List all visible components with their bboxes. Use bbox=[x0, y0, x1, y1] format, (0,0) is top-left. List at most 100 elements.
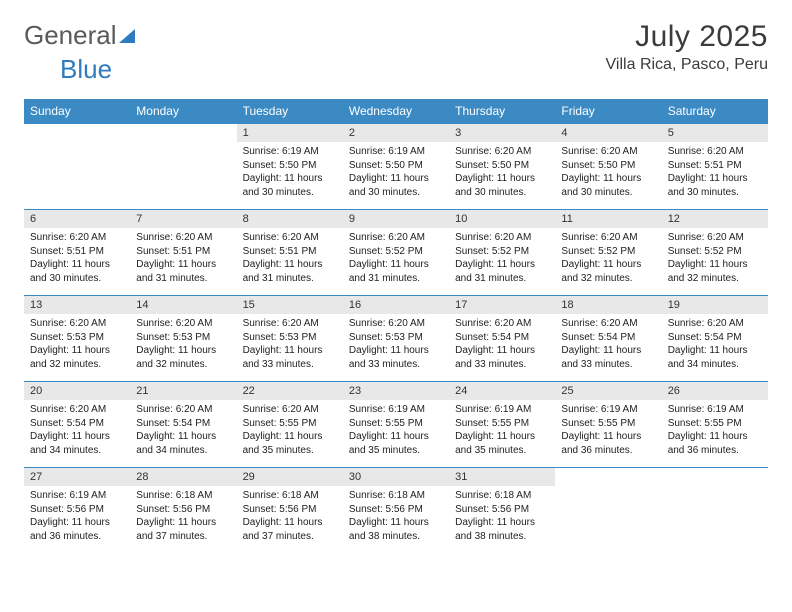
day-header-row: Sunday Monday Tuesday Wednesday Thursday… bbox=[24, 99, 768, 124]
day-number: 6 bbox=[24, 210, 130, 228]
day-number: 28 bbox=[130, 468, 236, 486]
sunrise-text: Sunrise: 6:18 AM bbox=[136, 489, 230, 503]
sunrise-text: Sunrise: 6:19 AM bbox=[349, 145, 443, 159]
sunset-text: Sunset: 5:54 PM bbox=[455, 331, 549, 345]
calendar-cell: 15Sunrise: 6:20 AMSunset: 5:53 PMDayligh… bbox=[237, 296, 343, 382]
dayname-sun: Sunday bbox=[24, 99, 130, 124]
day-number: 31 bbox=[449, 468, 555, 486]
calendar-cell: 10Sunrise: 6:20 AMSunset: 5:52 PMDayligh… bbox=[449, 210, 555, 296]
day-number: 22 bbox=[237, 382, 343, 400]
daylight-text: Daylight: 11 hours and 38 minutes. bbox=[349, 516, 443, 543]
dayname-wed: Wednesday bbox=[343, 99, 449, 124]
day-details: Sunrise: 6:20 AMSunset: 5:51 PMDaylight:… bbox=[237, 228, 343, 290]
daylight-text: Daylight: 11 hours and 32 minutes. bbox=[30, 344, 124, 371]
day-number: 21 bbox=[130, 382, 236, 400]
daylight-text: Daylight: 11 hours and 30 minutes. bbox=[455, 172, 549, 199]
sunset-text: Sunset: 5:54 PM bbox=[668, 331, 762, 345]
day-number: 7 bbox=[130, 210, 236, 228]
sunrise-text: Sunrise: 6:20 AM bbox=[455, 231, 549, 245]
sunrise-text: Sunrise: 6:20 AM bbox=[30, 231, 124, 245]
sunrise-text: Sunrise: 6:18 AM bbox=[455, 489, 549, 503]
daylight-text: Daylight: 11 hours and 36 minutes. bbox=[668, 430, 762, 457]
sunrise-text: Sunrise: 6:20 AM bbox=[668, 231, 762, 245]
dayname-mon: Monday bbox=[130, 99, 236, 124]
sunrise-text: Sunrise: 6:20 AM bbox=[136, 231, 230, 245]
day-details: Sunrise: 6:20 AMSunset: 5:55 PMDaylight:… bbox=[237, 400, 343, 462]
calendar-cell: 3Sunrise: 6:20 AMSunset: 5:50 PMDaylight… bbox=[449, 124, 555, 210]
sunset-text: Sunset: 5:52 PM bbox=[668, 245, 762, 259]
sunset-text: Sunset: 5:55 PM bbox=[349, 417, 443, 431]
daylight-text: Daylight: 11 hours and 31 minutes. bbox=[243, 258, 337, 285]
day-number: 26 bbox=[662, 382, 768, 400]
day-number: 24 bbox=[449, 382, 555, 400]
day-details: Sunrise: 6:20 AMSunset: 5:52 PMDaylight:… bbox=[449, 228, 555, 290]
calendar-cell: 6Sunrise: 6:20 AMSunset: 5:51 PMDaylight… bbox=[24, 210, 130, 296]
day-number: 3 bbox=[449, 124, 555, 142]
sunrise-text: Sunrise: 6:20 AM bbox=[243, 317, 337, 331]
sunrise-text: Sunrise: 6:20 AM bbox=[668, 317, 762, 331]
sunrise-text: Sunrise: 6:20 AM bbox=[136, 317, 230, 331]
sunset-text: Sunset: 5:53 PM bbox=[136, 331, 230, 345]
day-details: Sunrise: 6:20 AMSunset: 5:54 PMDaylight:… bbox=[662, 314, 768, 376]
month-title: July 2025 bbox=[606, 20, 768, 54]
calendar: Sunday Monday Tuesday Wednesday Thursday… bbox=[24, 99, 768, 554]
sunset-text: Sunset: 5:55 PM bbox=[668, 417, 762, 431]
day-number: 20 bbox=[24, 382, 130, 400]
day-details: Sunrise: 6:19 AMSunset: 5:55 PMDaylight:… bbox=[662, 400, 768, 462]
daylight-text: Daylight: 11 hours and 33 minutes. bbox=[243, 344, 337, 371]
day-details: Sunrise: 6:18 AMSunset: 5:56 PMDaylight:… bbox=[130, 486, 236, 548]
calendar-cell: 11Sunrise: 6:20 AMSunset: 5:52 PMDayligh… bbox=[555, 210, 661, 296]
day-details: Sunrise: 6:20 AMSunset: 5:54 PMDaylight:… bbox=[130, 400, 236, 462]
sunrise-text: Sunrise: 6:20 AM bbox=[30, 317, 124, 331]
calendar-row: 27Sunrise: 6:19 AMSunset: 5:56 PMDayligh… bbox=[24, 468, 768, 554]
daylight-text: Daylight: 11 hours and 30 minutes. bbox=[30, 258, 124, 285]
calendar-cell: 12Sunrise: 6:20 AMSunset: 5:52 PMDayligh… bbox=[662, 210, 768, 296]
day-number: 11 bbox=[555, 210, 661, 228]
sunrise-text: Sunrise: 6:18 AM bbox=[243, 489, 337, 503]
sunset-text: Sunset: 5:55 PM bbox=[561, 417, 655, 431]
daylight-text: Daylight: 11 hours and 33 minutes. bbox=[349, 344, 443, 371]
day-number: 18 bbox=[555, 296, 661, 314]
day-details: Sunrise: 6:20 AMSunset: 5:54 PMDaylight:… bbox=[24, 400, 130, 462]
daylight-text: Daylight: 11 hours and 31 minutes. bbox=[455, 258, 549, 285]
sunrise-text: Sunrise: 6:19 AM bbox=[349, 403, 443, 417]
day-details: Sunrise: 6:18 AMSunset: 5:56 PMDaylight:… bbox=[237, 486, 343, 548]
day-details: Sunrise: 6:19 AMSunset: 5:55 PMDaylight:… bbox=[449, 400, 555, 462]
daylight-text: Daylight: 11 hours and 30 minutes. bbox=[243, 172, 337, 199]
calendar-cell: 1Sunrise: 6:19 AMSunset: 5:50 PMDaylight… bbox=[237, 124, 343, 210]
day-number: 8 bbox=[237, 210, 343, 228]
sunrise-text: Sunrise: 6:20 AM bbox=[349, 317, 443, 331]
daylight-text: Daylight: 11 hours and 34 minutes. bbox=[136, 430, 230, 457]
calendar-row: 6Sunrise: 6:20 AMSunset: 5:51 PMDaylight… bbox=[24, 210, 768, 296]
calendar-cell: 30Sunrise: 6:18 AMSunset: 5:56 PMDayligh… bbox=[343, 468, 449, 554]
daylight-text: Daylight: 11 hours and 37 minutes. bbox=[243, 516, 337, 543]
sunrise-text: Sunrise: 6:19 AM bbox=[668, 403, 762, 417]
day-details: Sunrise: 6:20 AMSunset: 5:53 PMDaylight:… bbox=[343, 314, 449, 376]
sunset-text: Sunset: 5:51 PM bbox=[668, 159, 762, 173]
sunset-text: Sunset: 5:51 PM bbox=[243, 245, 337, 259]
day-number: 27 bbox=[24, 468, 130, 486]
day-number: 4 bbox=[555, 124, 661, 142]
daylight-text: Daylight: 11 hours and 36 minutes. bbox=[30, 516, 124, 543]
day-number: 25 bbox=[555, 382, 661, 400]
day-number: 23 bbox=[343, 382, 449, 400]
daylight-text: Daylight: 11 hours and 33 minutes. bbox=[561, 344, 655, 371]
sunset-text: Sunset: 5:55 PM bbox=[455, 417, 549, 431]
day-details: Sunrise: 6:19 AMSunset: 5:55 PMDaylight:… bbox=[555, 400, 661, 462]
day-details: Sunrise: 6:20 AMSunset: 5:51 PMDaylight:… bbox=[130, 228, 236, 290]
sunset-text: Sunset: 5:56 PM bbox=[243, 503, 337, 517]
sunset-text: Sunset: 5:52 PM bbox=[349, 245, 443, 259]
daylight-text: Daylight: 11 hours and 32 minutes. bbox=[668, 258, 762, 285]
calendar-cell: 27Sunrise: 6:19 AMSunset: 5:56 PMDayligh… bbox=[24, 468, 130, 554]
day-details: Sunrise: 6:20 AMSunset: 5:53 PMDaylight:… bbox=[24, 314, 130, 376]
dayname-tue: Tuesday bbox=[237, 99, 343, 124]
daylight-text: Daylight: 11 hours and 38 minutes. bbox=[455, 516, 549, 543]
daylight-text: Daylight: 11 hours and 30 minutes. bbox=[561, 172, 655, 199]
sunset-text: Sunset: 5:52 PM bbox=[561, 245, 655, 259]
logo-sail-icon bbox=[119, 29, 135, 43]
day-details: Sunrise: 6:20 AMSunset: 5:51 PMDaylight:… bbox=[662, 142, 768, 204]
sunrise-text: Sunrise: 6:19 AM bbox=[561, 403, 655, 417]
sunset-text: Sunset: 5:56 PM bbox=[349, 503, 443, 517]
calendar-cell: 23Sunrise: 6:19 AMSunset: 5:55 PMDayligh… bbox=[343, 382, 449, 468]
sunrise-text: Sunrise: 6:20 AM bbox=[349, 231, 443, 245]
